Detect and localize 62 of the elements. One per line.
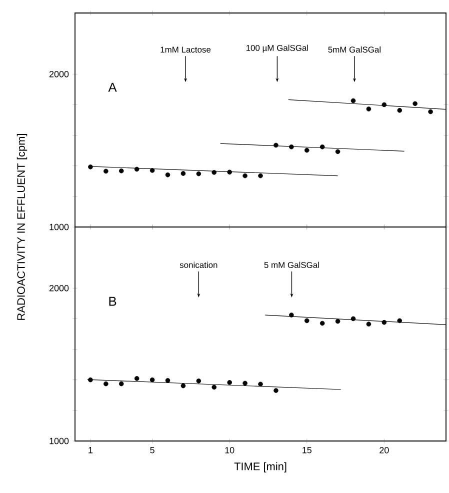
point bbox=[350, 98, 356, 104]
point bbox=[397, 318, 402, 324]
point bbox=[118, 381, 124, 386]
y-tick-label: 2000 bbox=[49, 284, 69, 292]
y-tick-label: 2000 bbox=[49, 70, 69, 78]
point bbox=[165, 172, 170, 178]
point bbox=[289, 312, 294, 318]
point bbox=[196, 171, 202, 176]
point bbox=[88, 164, 93, 170]
annotation: 1mM Lactose bbox=[160, 46, 211, 53]
point bbox=[397, 108, 402, 113]
point bbox=[196, 378, 202, 384]
y-axis-title: RADIOACTIVITY IN EFFLUENT [cpm] bbox=[16, 134, 28, 320]
y-tick-label: 1000 bbox=[50, 438, 69, 444]
point bbox=[258, 382, 263, 387]
point bbox=[118, 168, 124, 174]
point bbox=[88, 377, 93, 382]
point bbox=[289, 144, 294, 150]
x-tick-label: 20 bbox=[380, 447, 389, 454]
point bbox=[180, 383, 186, 388]
annotation: 5mM GalSGal bbox=[328, 46, 380, 53]
point bbox=[366, 322, 372, 326]
point bbox=[350, 316, 356, 322]
y-tick-label: 1000 bbox=[50, 224, 69, 230]
annotation: 100 µM GalSGal bbox=[246, 44, 308, 53]
point bbox=[428, 109, 433, 114]
point bbox=[366, 106, 372, 112]
point bbox=[180, 171, 186, 176]
annotation: B bbox=[109, 296, 116, 306]
point bbox=[320, 320, 325, 326]
point bbox=[212, 384, 217, 390]
point bbox=[335, 318, 340, 324]
point bbox=[242, 173, 248, 178]
point bbox=[304, 318, 310, 324]
annotation: 5 mM GalSGal bbox=[264, 262, 319, 268]
point bbox=[104, 381, 108, 386]
point bbox=[304, 148, 310, 153]
x-tick-label: 1 bbox=[88, 447, 93, 454]
point bbox=[150, 168, 155, 173]
point bbox=[382, 102, 387, 108]
x-tick-label: 15 bbox=[302, 447, 312, 454]
point bbox=[134, 376, 140, 381]
point bbox=[412, 101, 418, 106]
point bbox=[165, 378, 170, 383]
point bbox=[150, 377, 155, 382]
annotation: sonication bbox=[180, 262, 218, 268]
point bbox=[227, 380, 232, 385]
point bbox=[242, 380, 248, 386]
point bbox=[227, 170, 232, 175]
point bbox=[212, 170, 217, 175]
point bbox=[382, 320, 387, 325]
point bbox=[274, 388, 278, 393]
x-tick-label: 10 bbox=[225, 447, 234, 454]
point bbox=[134, 166, 140, 172]
point bbox=[104, 168, 108, 174]
x-axis-title: TIME [min] bbox=[234, 462, 286, 472]
x-tick-label: 5 bbox=[150, 447, 154, 454]
point bbox=[274, 142, 278, 148]
point bbox=[320, 144, 325, 150]
point bbox=[258, 173, 263, 178]
point bbox=[335, 149, 340, 154]
annotation: A bbox=[108, 82, 117, 92]
